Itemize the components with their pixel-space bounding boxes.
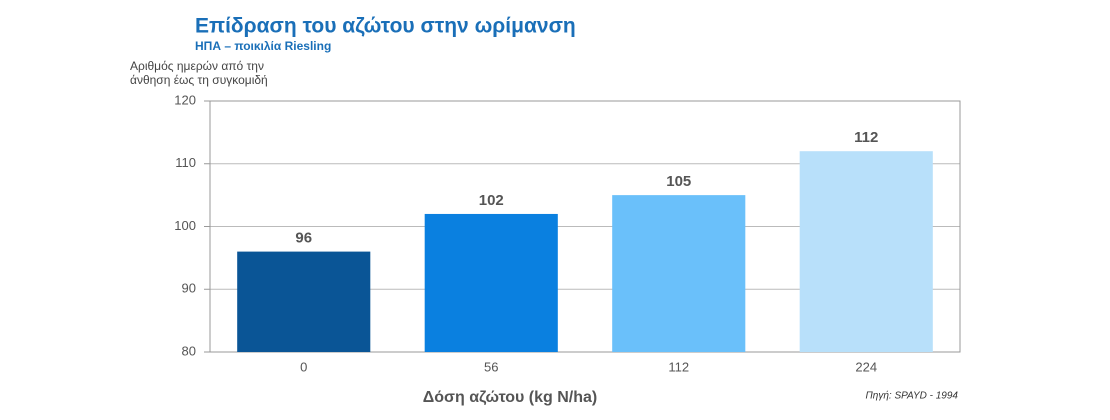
y-tick-label: 100	[174, 218, 196, 233]
source-note: Πηγή: SPAYD - 1994	[866, 390, 959, 402]
x-tick-label: 224	[855, 359, 877, 374]
y-tick-label: 90	[182, 281, 196, 296]
y-tick-label: 80	[182, 343, 196, 358]
plot-frame	[209, 100, 961, 353]
value-label: 96	[295, 230, 312, 247]
y-axis-label: άνθηση έως τη συγκομιδή	[130, 73, 268, 87]
chart-subtitle: ΗΠΑ – ποικιλία Riesling	[195, 39, 331, 53]
x-tick-label: 112	[668, 359, 689, 374]
x-axis-label: Δόση αζώτου (kg N/ha)	[423, 389, 597, 406]
x-tick-label: 56	[484, 359, 498, 374]
value-label: 112	[854, 129, 878, 146]
value-label: 102	[479, 192, 504, 209]
x-tick-label: 0	[300, 359, 307, 374]
bar	[799, 151, 933, 352]
y-tick-label: 110	[175, 155, 196, 170]
bar	[237, 251, 371, 352]
value-label: 105	[666, 173, 691, 190]
bar	[424, 213, 558, 352]
y-tick-label: 120	[174, 92, 196, 107]
chart-title: Επίδραση του αζώτου στην ωρίμανση	[195, 15, 576, 38]
y-axis-label: Αριθμός ημερών από την	[130, 59, 264, 73]
bar	[612, 195, 746, 352]
